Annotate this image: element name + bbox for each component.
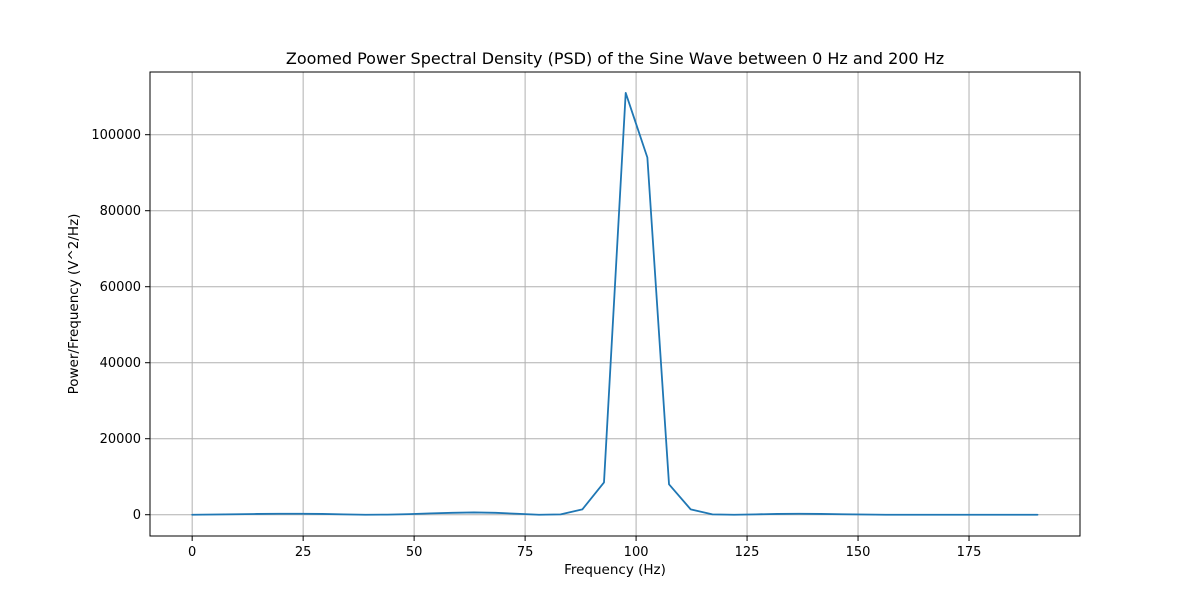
y-axis-label: Power/Frequency (V^2/Hz) <box>66 214 82 395</box>
x-tick-label: 125 <box>735 545 760 560</box>
x-tick-label: 100 <box>624 545 649 560</box>
series-layer <box>191 92 1039 516</box>
chart-title: Zoomed Power Spectral Density (PSD) of t… <box>286 49 944 68</box>
y-tick-label: 40000 <box>100 356 141 371</box>
x-axis-ticks: 0 25 50 75 100 125 150 175 <box>188 536 981 560</box>
y-tick-label: 60000 <box>100 280 141 295</box>
x-tick-label: 150 <box>846 545 871 560</box>
psd-series-line <box>191 92 1039 516</box>
y-axis-ticks: 0 20000 40000 60000 80000 100000 <box>91 128 150 523</box>
x-axis-label: Frequency (Hz) <box>564 562 666 578</box>
plot-area-frame <box>149 71 1081 537</box>
x-tick-label: 50 <box>406 545 423 560</box>
x-tick-label: 0 <box>188 545 196 560</box>
x-tick-label: 25 <box>295 545 312 560</box>
y-tick-label: 100000 <box>91 128 141 143</box>
x-tick-label: 75 <box>517 545 534 560</box>
y-tick-label: 20000 <box>100 432 141 447</box>
y-tick-label: 80000 <box>100 204 141 219</box>
grid-lines <box>150 72 1080 536</box>
y-tick-label: 0 <box>133 508 141 523</box>
x-tick-label: 175 <box>957 545 982 560</box>
